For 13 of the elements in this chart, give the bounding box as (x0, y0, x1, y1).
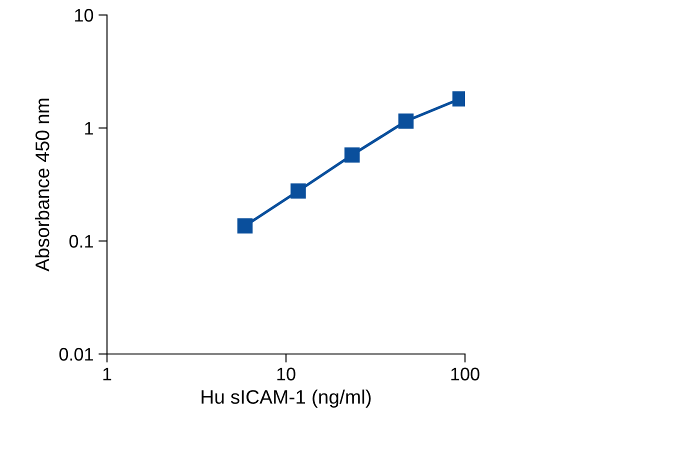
point (237, 218, 253, 234)
x-tick-label: 1 (103, 368, 112, 380)
x-tick-label: 100 (451, 368, 480, 380)
y-tick-label: 0.1 (69, 234, 93, 248)
point (344, 147, 360, 163)
point (290, 183, 306, 199)
y-tick-label: 0.01 (59, 348, 93, 361)
x-axis-title: Hu sICAM-1 (ng/ml) (202, 390, 371, 408)
x-tick-label: 10 (277, 368, 296, 380)
point (398, 114, 414, 129)
y-tick-label: 10 (75, 8, 94, 22)
y-tick-label: 1 (85, 122, 93, 135)
y-axis-title: Absorbance 450 nm (34, 98, 50, 272)
